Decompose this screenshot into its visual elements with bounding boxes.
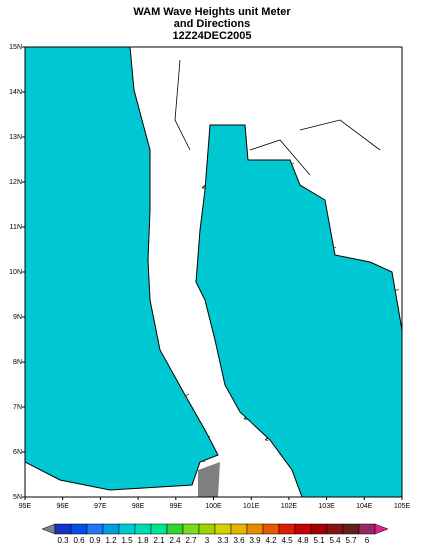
colorbar-swatch <box>294 523 312 535</box>
lat-label: 15N <box>9 44 22 51</box>
lat-label: 12N <box>9 179 22 186</box>
colorbar-label: 2.7 <box>185 536 197 545</box>
lon-label: 105E <box>394 503 411 510</box>
colorbar-swatch <box>278 523 296 535</box>
lon-label: 97E <box>94 503 107 510</box>
lat-label: 13N <box>9 134 22 141</box>
colorbar-label: 3.3 <box>217 536 229 545</box>
lat-label: 10N <box>9 269 22 276</box>
title-line: 12Z24DEC2005 <box>173 30 252 42</box>
colorbar-swatch <box>86 523 104 535</box>
colorbar-end <box>374 523 389 535</box>
lon-label: 101E <box>243 503 260 510</box>
colorbar-swatch <box>214 523 232 535</box>
lon-label: 103E <box>318 503 335 510</box>
colorbar-swatch <box>310 523 328 535</box>
colorbar-label: 3 <box>205 536 210 545</box>
lat-label: 9N <box>13 314 22 321</box>
title-line: and Directions <box>174 18 250 30</box>
lat-label: 11N <box>10 224 22 231</box>
colorbar-swatch <box>182 523 200 535</box>
colorbar-swatch <box>262 523 280 535</box>
colorbar-swatch <box>198 523 216 535</box>
lat-label: 7N <box>13 404 22 411</box>
lon-label: 100E <box>205 503 222 510</box>
lon-label: 95E <box>19 503 32 510</box>
colorbar-swatch <box>326 523 344 535</box>
colorbar-swatch <box>166 523 184 535</box>
colorbar-label: 0.9 <box>89 536 101 545</box>
title-line: WAM Wave Heights unit Meter <box>133 6 291 18</box>
lon-label: 99E <box>170 503 183 510</box>
colorbar-swatch <box>150 523 168 535</box>
colorbar-swatch <box>118 523 136 535</box>
colorbar-label: 4.8 <box>297 536 309 545</box>
colorbar-label: 1.5 <box>121 536 133 545</box>
colorbar-swatch <box>54 523 72 535</box>
lon-label: 98E <box>132 503 145 510</box>
colorbar-label: 2.4 <box>169 536 181 545</box>
colorbar-label: 0.6 <box>73 536 85 545</box>
colorbar-label: 5.4 <box>329 536 341 545</box>
lat-label: 5N <box>13 494 22 501</box>
colorbar-label: 2.1 <box>153 536 165 545</box>
colorbar-label: 1.2 <box>105 536 117 545</box>
lat-label: 6N <box>13 449 22 456</box>
lat-label: 14N <box>9 89 22 96</box>
land-gray <box>198 462 220 497</box>
colorbar-label: 3.9 <box>249 536 261 545</box>
colorbar-label: 4.5 <box>281 536 293 545</box>
colorbar-swatch <box>70 523 88 535</box>
colorbar-swatch <box>230 523 248 535</box>
lat-label: 8N <box>13 359 22 366</box>
colorbar-label: 0.3 <box>57 536 69 545</box>
border <box>174 59 381 176</box>
colorbar-label: 3.6 <box>233 536 245 545</box>
colorbar-label: 5.7 <box>345 536 357 545</box>
map <box>24 46 403 498</box>
colorbar-swatch <box>134 523 152 535</box>
colorbar-swatch <box>358 523 376 535</box>
lon-label: 102E <box>281 503 298 510</box>
colorbar-label: 5.1 <box>313 536 325 545</box>
colorbar-label: 6 <box>365 536 370 545</box>
colorbar-end <box>41 523 56 535</box>
colorbar-label: 4.2 <box>265 536 277 545</box>
lon-label: 96E <box>56 503 69 510</box>
lon-label: 104E <box>356 503 373 510</box>
colorbar-swatch <box>246 523 264 535</box>
colorbar-swatch <box>102 523 120 535</box>
colorbar-swatch <box>342 523 360 535</box>
colorbar-label: 1.8 <box>137 536 149 545</box>
